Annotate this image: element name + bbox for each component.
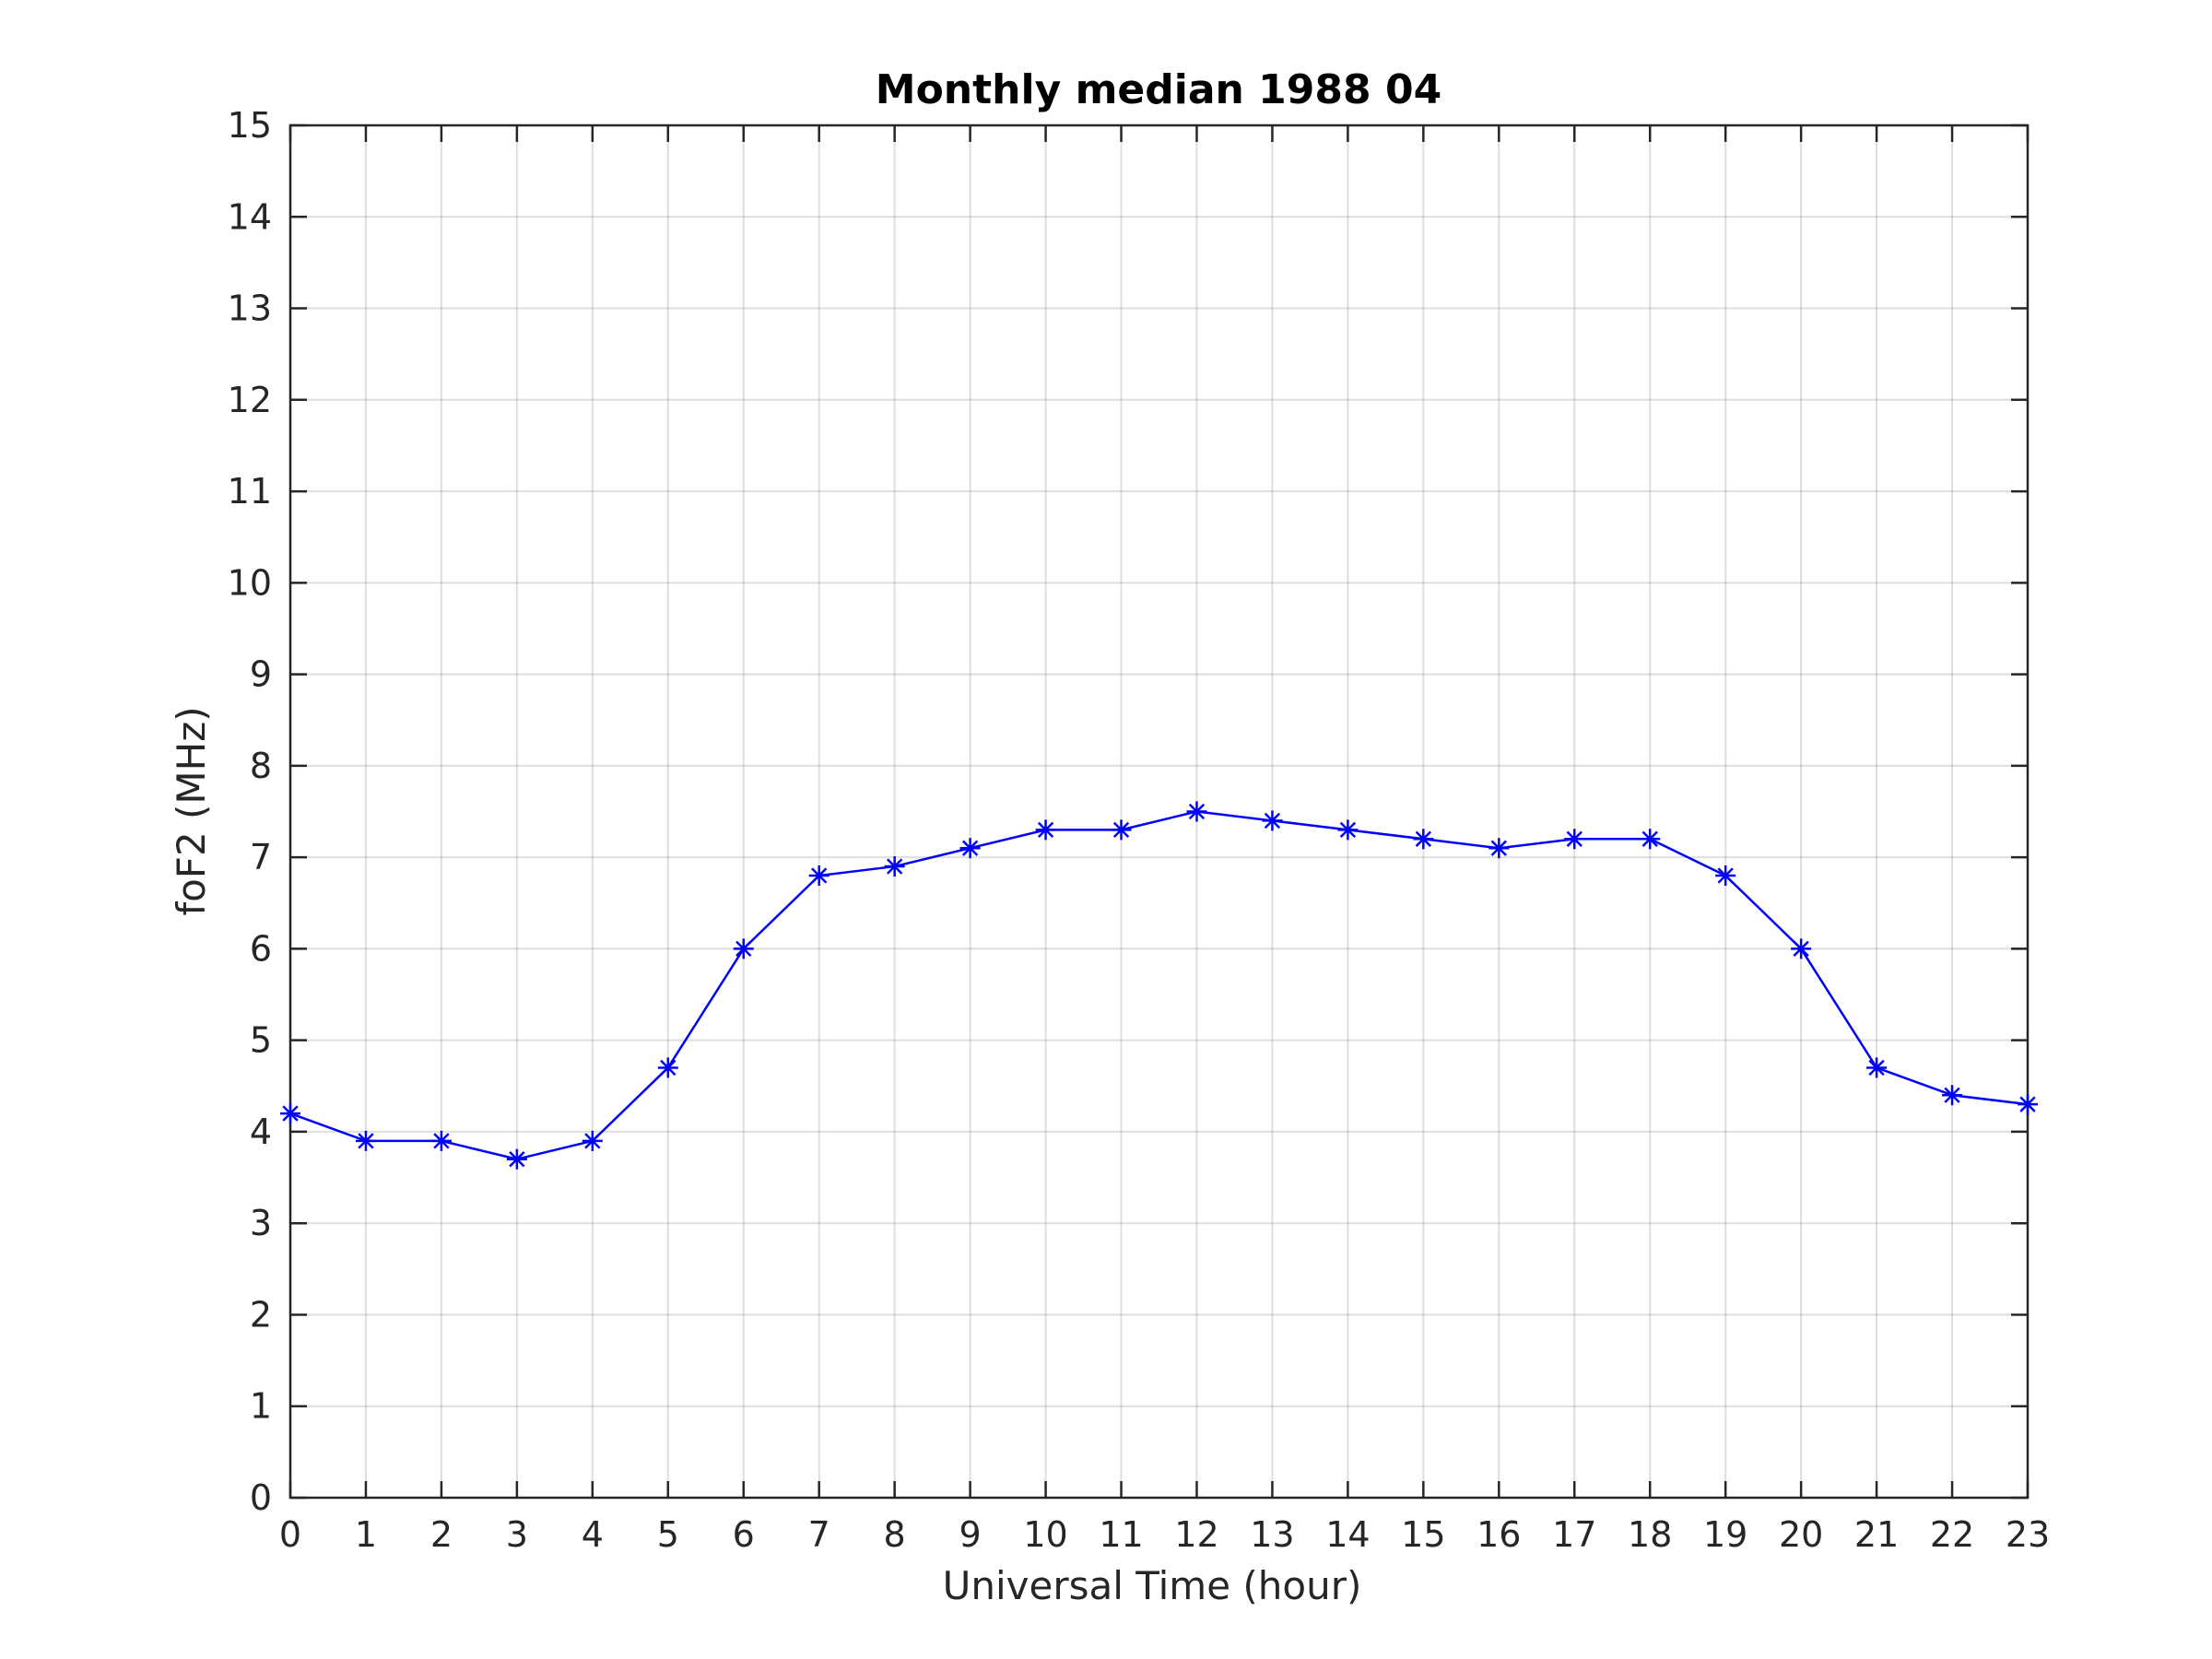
data-point-marker bbox=[1791, 938, 1812, 959]
data-point-marker bbox=[1337, 819, 1359, 841]
x-tick-label: 16 bbox=[1477, 1514, 1521, 1555]
data-point-marker bbox=[582, 1130, 603, 1151]
x-tick-label: 20 bbox=[1779, 1514, 1823, 1555]
x-tick-label: 19 bbox=[1703, 1514, 1747, 1555]
y-tick-label: 10 bbox=[228, 562, 272, 603]
x-tick-label: 23 bbox=[2006, 1514, 2050, 1555]
data-point-marker bbox=[1035, 819, 1056, 841]
data-point-marker bbox=[1413, 829, 1434, 850]
y-tick-label: 12 bbox=[228, 380, 272, 420]
data-point-marker bbox=[506, 1148, 527, 1170]
x-tick-label: 18 bbox=[1628, 1514, 1672, 1555]
y-tick-label: 4 bbox=[250, 1112, 272, 1152]
x-tick-label: 15 bbox=[1401, 1514, 1445, 1555]
data-point-marker bbox=[1111, 819, 1132, 841]
x-tick-label: 1 bbox=[355, 1514, 377, 1555]
data-point-marker bbox=[1262, 810, 1283, 831]
plot-area bbox=[290, 125, 2028, 1498]
y-tick-label: 8 bbox=[250, 746, 272, 786]
y-tick-label: 7 bbox=[250, 837, 272, 877]
x-tick-label: 4 bbox=[582, 1514, 604, 1555]
data-point-marker bbox=[1866, 1057, 1888, 1078]
x-tick-label: 10 bbox=[1023, 1514, 1067, 1555]
y-tick-label: 1 bbox=[250, 1386, 272, 1427]
y-tick-label: 11 bbox=[228, 471, 272, 512]
y-tick-label: 6 bbox=[250, 928, 272, 969]
x-tick-label: 6 bbox=[733, 1514, 755, 1555]
x-tick-label: 3 bbox=[506, 1514, 528, 1555]
x-tick-label: 12 bbox=[1174, 1514, 1218, 1555]
x-tick-label: 9 bbox=[959, 1514, 982, 1555]
x-tick-label: 22 bbox=[1930, 1514, 1974, 1555]
y-axis-label: foF2 (MHz) bbox=[169, 706, 214, 915]
data-point-marker bbox=[2018, 1094, 2038, 1115]
x-tick-label: 11 bbox=[1099, 1514, 1143, 1555]
data-point-marker bbox=[355, 1130, 376, 1151]
x-tick-label: 14 bbox=[1325, 1514, 1370, 1555]
y-tick-label: 9 bbox=[250, 654, 272, 695]
x-axis-label: Universal Time (hour) bbox=[943, 1563, 1362, 1608]
axis-ticks bbox=[288, 124, 2030, 1500]
data-point-marker bbox=[1640, 829, 1661, 850]
y-tick-label: 14 bbox=[228, 196, 272, 237]
data-point-marker bbox=[884, 856, 905, 877]
series-line bbox=[289, 810, 2029, 1160]
series-layer bbox=[280, 801, 2038, 1170]
data-point-marker bbox=[1942, 1085, 1963, 1106]
plot-frame bbox=[288, 124, 2030, 1500]
x-tick-label: 7 bbox=[808, 1514, 830, 1555]
data-point-marker bbox=[1715, 865, 1736, 886]
data-point-marker bbox=[430, 1130, 452, 1151]
data-point-marker bbox=[959, 838, 981, 859]
data-point-marker bbox=[280, 1103, 300, 1124]
data-point-marker bbox=[1488, 838, 1510, 859]
x-tick-labels: 0 1 2 3 4 5 6 7 8 9 10 11 12 13 14 15 16 17 18 19 20 21 22 23 bbox=[279, 1514, 2050, 1555]
chart-title: Monthly median 1988 04 bbox=[876, 66, 1441, 113]
data-point-marker bbox=[808, 865, 830, 886]
y-tick-label: 15 bbox=[228, 105, 272, 146]
data-point-marker bbox=[657, 1057, 678, 1078]
x-tick-label: 5 bbox=[657, 1514, 679, 1555]
y-tick-label: 2 bbox=[250, 1294, 272, 1335]
x-tick-label: 2 bbox=[430, 1514, 453, 1555]
data-point-marker bbox=[1186, 801, 1207, 822]
y-tick-label: 5 bbox=[250, 1020, 272, 1061]
grid-lines bbox=[290, 125, 2028, 1498]
x-tick-label: 21 bbox=[1854, 1514, 1899, 1555]
x-tick-label: 8 bbox=[884, 1514, 906, 1555]
data-point-marker bbox=[733, 938, 754, 959]
y-tick-label: 3 bbox=[250, 1203, 272, 1243]
x-tick-label: 17 bbox=[1552, 1514, 1596, 1555]
y-tick-label: 0 bbox=[250, 1477, 272, 1518]
y-tick-label: 13 bbox=[228, 288, 272, 329]
data-point-marker bbox=[1564, 829, 1585, 850]
x-tick-label: 0 bbox=[279, 1514, 301, 1555]
x-tick-label: 13 bbox=[1250, 1514, 1294, 1555]
